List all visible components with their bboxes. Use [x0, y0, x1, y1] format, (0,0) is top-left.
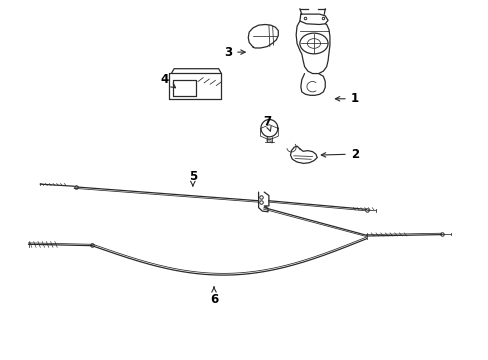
Text: 1: 1 — [335, 92, 358, 105]
Text: 2: 2 — [321, 148, 358, 161]
Text: 6: 6 — [209, 287, 218, 306]
Text: 4: 4 — [160, 73, 175, 88]
Text: 7: 7 — [263, 115, 270, 131]
Text: 5: 5 — [188, 170, 197, 186]
Text: 3: 3 — [224, 46, 244, 59]
